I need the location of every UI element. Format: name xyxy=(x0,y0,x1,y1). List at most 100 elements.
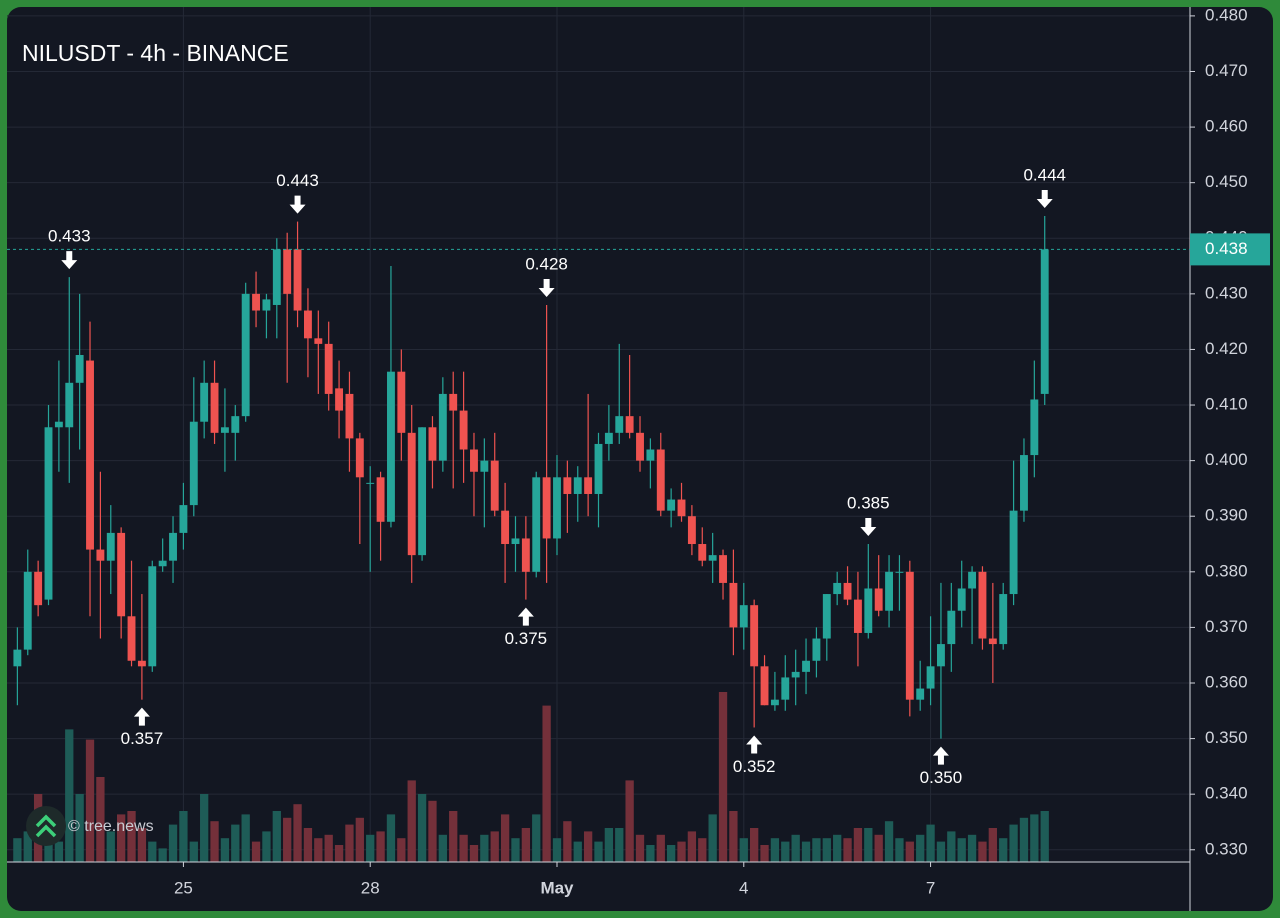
volume-bar xyxy=(417,794,427,862)
candle-body xyxy=(210,382,219,433)
y-tick-label: 0.370 xyxy=(1205,617,1248,636)
candle-body xyxy=(729,582,738,628)
y-tick-label: 0.450 xyxy=(1205,172,1248,191)
volume-bar xyxy=(127,811,136,862)
volume-bar xyxy=(148,841,157,862)
y-tick-label: 0.410 xyxy=(1205,395,1248,414)
y-tick-label: 0.380 xyxy=(1205,561,1248,580)
candle-body xyxy=(988,638,997,645)
volume-bar xyxy=(625,780,634,862)
volume-bar xyxy=(13,838,22,862)
annotation-arrow xyxy=(538,278,555,297)
candle-body xyxy=(1030,399,1039,456)
volume-bar xyxy=(179,811,188,862)
candle-body xyxy=(999,594,1008,645)
volume-bar xyxy=(895,838,904,862)
volume-bar xyxy=(999,838,1008,862)
volume-bar xyxy=(781,841,790,862)
volume-bar xyxy=(85,739,95,862)
candle-body xyxy=(511,538,520,545)
annotation-arrow xyxy=(133,707,150,726)
y-tick-label: 0.400 xyxy=(1205,450,1248,469)
volume-bar xyxy=(314,838,323,862)
chart-title: NILUSDT - 4h - BINANCE xyxy=(22,40,289,66)
candle-body xyxy=(874,588,883,611)
volume-bar xyxy=(96,777,105,862)
volume-bar xyxy=(687,831,697,862)
candle-body xyxy=(521,538,530,572)
watermark: © tree.news xyxy=(68,818,154,835)
x-tick-label: 4 xyxy=(739,878,748,897)
annotation-label: 0.357 xyxy=(121,729,164,748)
volume-bar xyxy=(116,814,126,862)
volume-bar xyxy=(1040,811,1049,862)
candle-body xyxy=(158,560,167,567)
candle-body xyxy=(397,371,406,433)
candle-body xyxy=(106,532,115,561)
candle-body xyxy=(791,671,800,678)
volume-bar xyxy=(916,834,925,862)
volume-bar xyxy=(573,841,582,862)
candle-body xyxy=(148,566,157,667)
volume-bar xyxy=(656,834,665,862)
candle-body xyxy=(636,432,644,461)
volume-bar xyxy=(1009,824,1018,862)
annotation-arrow xyxy=(746,735,763,754)
volume-bar xyxy=(355,817,364,862)
volume-bar xyxy=(366,834,375,862)
candle-body xyxy=(366,482,375,484)
volume-bar xyxy=(158,848,167,862)
candle-body xyxy=(293,249,302,311)
candle-body xyxy=(853,599,862,633)
y-tick-label: 0.350 xyxy=(1205,728,1248,747)
volume-bar xyxy=(469,845,479,862)
volume-bar xyxy=(500,814,510,862)
volume-bar xyxy=(23,831,32,862)
candle-body xyxy=(449,393,458,411)
logo-icon xyxy=(35,814,57,838)
volume-bar xyxy=(54,841,64,862)
candle-body xyxy=(905,571,914,700)
candle-body xyxy=(781,677,790,700)
candle-body xyxy=(553,477,561,539)
candle-body xyxy=(252,293,260,311)
candle-body xyxy=(1009,510,1018,595)
volume-bar xyxy=(1030,814,1039,862)
candle-body xyxy=(594,443,603,494)
volume-bar xyxy=(698,838,707,862)
candle-body xyxy=(44,427,53,600)
annotation-label: 0.352 xyxy=(733,757,776,776)
annotation-label: 0.443 xyxy=(276,171,319,190)
annotation-arrow xyxy=(289,195,306,214)
candle-body xyxy=(96,549,105,561)
volume-bar xyxy=(594,841,603,862)
x-tick-label: 7 xyxy=(926,878,935,897)
x-tick-label: 28 xyxy=(361,878,380,897)
volume-bar xyxy=(967,834,977,862)
volume-bar xyxy=(750,828,759,862)
volume-bar xyxy=(511,838,520,862)
candle-body xyxy=(117,532,126,617)
volume-bar xyxy=(542,705,551,862)
volume-bar xyxy=(874,834,883,862)
candle-body xyxy=(428,427,437,461)
volume-bar xyxy=(241,814,250,862)
candle-body xyxy=(54,421,63,428)
volume-bar xyxy=(345,824,354,862)
volume-bar xyxy=(200,794,209,862)
candle-body xyxy=(324,343,333,394)
volume-bar xyxy=(386,814,396,862)
volume-bar xyxy=(978,841,987,862)
volume-bar xyxy=(449,811,458,862)
y-tick-label: 0.480 xyxy=(1205,5,1248,24)
candle-body xyxy=(947,610,956,645)
volume-bar xyxy=(822,838,831,862)
volume-bar xyxy=(905,841,914,862)
annotation-arrow xyxy=(860,518,877,537)
volume-bar xyxy=(739,838,748,862)
volume-bar xyxy=(770,838,780,862)
candle-body xyxy=(750,605,759,667)
candle-body xyxy=(677,499,686,517)
y-tick-label: 0.470 xyxy=(1205,61,1248,80)
